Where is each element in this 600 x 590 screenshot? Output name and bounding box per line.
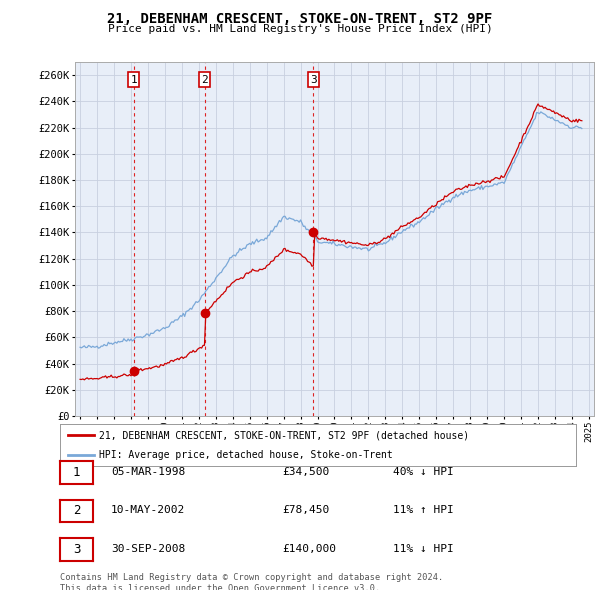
Text: 3: 3 — [310, 75, 317, 84]
Text: 21, DEBENHAM CRESCENT, STOKE-ON-TRENT, ST2 9PF (detached house): 21, DEBENHAM CRESCENT, STOKE-ON-TRENT, S… — [98, 430, 469, 440]
Text: 10-MAY-2002: 10-MAY-2002 — [111, 506, 185, 515]
Text: 3: 3 — [73, 543, 80, 556]
Text: 2: 2 — [202, 75, 208, 84]
Text: 05-MAR-1998: 05-MAR-1998 — [111, 467, 185, 477]
Text: Contains HM Land Registry data © Crown copyright and database right 2024.
This d: Contains HM Land Registry data © Crown c… — [60, 573, 443, 590]
Text: 1: 1 — [73, 466, 80, 479]
Text: Price paid vs. HM Land Registry's House Price Index (HPI): Price paid vs. HM Land Registry's House … — [107, 24, 493, 34]
Text: 11% ↓ HPI: 11% ↓ HPI — [393, 544, 454, 553]
Text: £140,000: £140,000 — [282, 544, 336, 553]
Text: 30-SEP-2008: 30-SEP-2008 — [111, 544, 185, 553]
Text: HPI: Average price, detached house, Stoke-on-Trent: HPI: Average price, detached house, Stok… — [98, 450, 392, 460]
Text: £34,500: £34,500 — [282, 467, 329, 477]
Text: 1: 1 — [130, 75, 137, 84]
Text: 11% ↑ HPI: 11% ↑ HPI — [393, 506, 454, 515]
Text: 40% ↓ HPI: 40% ↓ HPI — [393, 467, 454, 477]
Text: £78,450: £78,450 — [282, 506, 329, 515]
Text: 2: 2 — [73, 504, 80, 517]
Text: 21, DEBENHAM CRESCENT, STOKE-ON-TRENT, ST2 9PF: 21, DEBENHAM CRESCENT, STOKE-ON-TRENT, S… — [107, 12, 493, 26]
